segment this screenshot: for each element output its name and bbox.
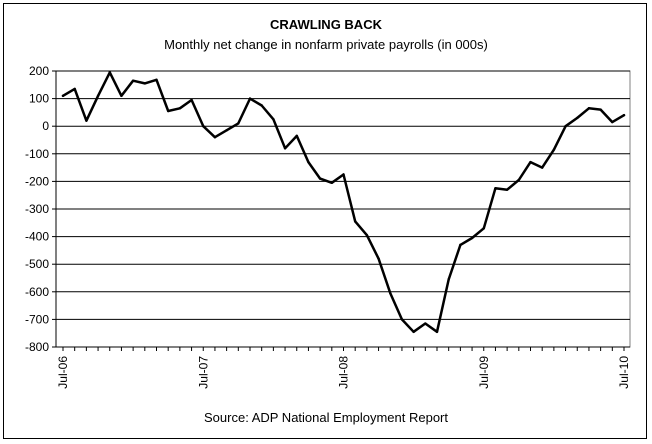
- data-point: [505, 188, 509, 191]
- data-point: [435, 330, 439, 334]
- data-point: [622, 113, 626, 117]
- data-point: [587, 107, 591, 110]
- gridlines: [56, 70, 630, 348]
- chart-source: Source: ADP National Employment Report: [204, 410, 448, 425]
- data-point: [61, 94, 65, 98]
- data-point: [248, 97, 252, 100]
- x-tick-label: Jul-10: [617, 356, 631, 389]
- data-point: [307, 160, 310, 164]
- y-tick-label: -600: [25, 285, 49, 299]
- x-axis: Jul-06 Jul-07 Jul-08 Jul-09 Jul-10: [56, 347, 631, 389]
- data-point: [330, 181, 334, 184]
- data-point: [318, 177, 322, 180]
- data-point: [552, 148, 556, 151]
- chart-title: CRAWLING BACK: [270, 17, 382, 32]
- data-point: [342, 173, 345, 176]
- data-point: [166, 109, 170, 113]
- data-point: [517, 178, 521, 182]
- data-point: [447, 278, 450, 281]
- y-tick-label: 200: [29, 64, 49, 78]
- y-tick-label: -700: [25, 312, 49, 326]
- data-point: [353, 220, 357, 223]
- data-point: [400, 318, 404, 321]
- data-point: [365, 234, 369, 237]
- data-point: [283, 147, 287, 150]
- y-tick-label: 0: [42, 119, 49, 133]
- data-point: [540, 166, 544, 169]
- data-point: [260, 104, 263, 107]
- data-point: [190, 98, 193, 102]
- data-point: [73, 87, 76, 91]
- data-point: [599, 108, 602, 111]
- data-point: [108, 71, 111, 74]
- x-tick-label: Jul-07: [196, 356, 210, 389]
- x-tick-label: Jul-06: [56, 356, 70, 389]
- data-point: [377, 257, 380, 260]
- y-tick-label: -800: [25, 340, 49, 354]
- data-point: [611, 120, 614, 124]
- data-point: [482, 227, 485, 230]
- data-point: [155, 78, 158, 82]
- data-point: [576, 116, 579, 120]
- series-layer: [61, 71, 626, 334]
- y-tick-label: -200: [25, 174, 49, 188]
- data-point: [295, 134, 298, 138]
- data-point: [389, 291, 392, 295]
- data-point: [96, 94, 100, 98]
- y-tick-label: -300: [25, 202, 49, 216]
- data-point: [424, 322, 427, 325]
- chart-subtitle: Monthly net change in nonfarm private pa…: [164, 37, 488, 52]
- data-point: [412, 330, 415, 334]
- data-point: [178, 107, 182, 110]
- data-point: [470, 236, 474, 240]
- data-point: [120, 94, 123, 98]
- data-point: [529, 160, 532, 164]
- data-point: [213, 136, 217, 139]
- y-tick-label: -400: [25, 230, 49, 244]
- data-point: [272, 118, 275, 121]
- data-point: [143, 82, 147, 85]
- y-tick-label: -500: [25, 257, 49, 271]
- y-axis: 200 100 0 -100 -200 -300 -400 -500 -600 -700 -800: [25, 64, 57, 354]
- x-tick-label: Jul-09: [477, 356, 491, 389]
- data-point: [564, 125, 567, 128]
- data-point: [459, 243, 462, 247]
- data-point: [85, 119, 88, 122]
- y-tick-label: 100: [29, 92, 49, 106]
- data-point: [225, 129, 228, 132]
- y-tick-label: -100: [25, 147, 49, 161]
- data-point: [202, 125, 205, 128]
- data-point: [237, 122, 240, 125]
- data-point: [131, 79, 135, 82]
- x-tick-label: Jul-08: [337, 356, 351, 389]
- data-point: [494, 187, 497, 190]
